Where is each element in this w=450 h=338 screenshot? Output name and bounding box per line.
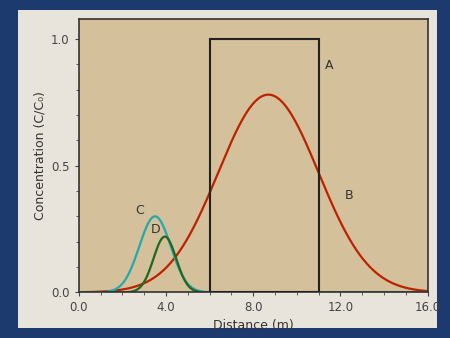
X-axis label: Distance (m): Distance (m)	[213, 318, 293, 332]
Bar	[210, 39, 319, 292]
Text: D: D	[151, 223, 160, 236]
Text: C: C	[135, 204, 144, 217]
Text: A: A	[325, 59, 333, 72]
Y-axis label: Concentration (C/C₀): Concentration (C/C₀)	[34, 91, 47, 220]
Text: B: B	[345, 189, 353, 201]
